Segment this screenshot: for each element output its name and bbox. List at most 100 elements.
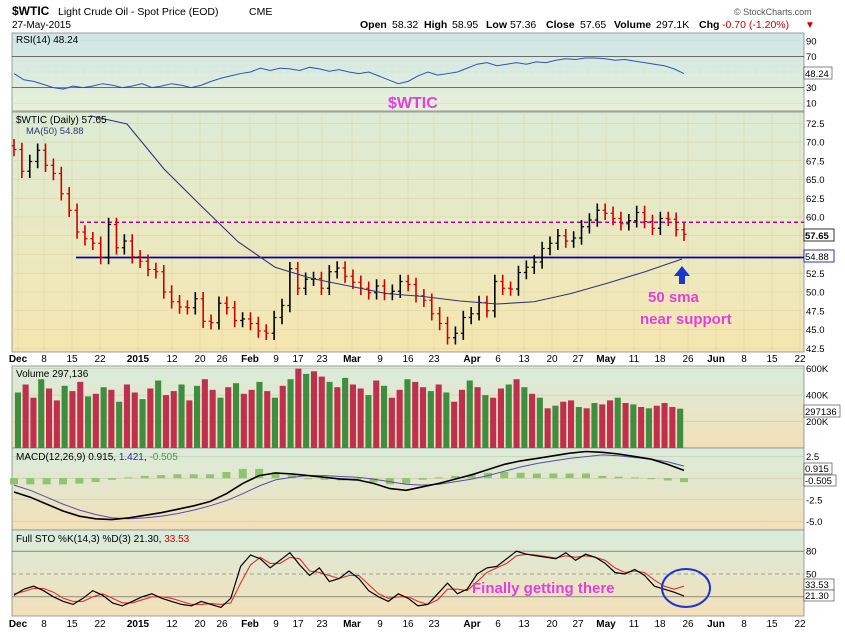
x-tick-label: 26 — [682, 354, 694, 365]
high-label: High — [424, 19, 447, 31]
x-tick-label: Jun — [707, 619, 725, 630]
x-tick-label: 18 — [654, 354, 666, 365]
volume-bar — [536, 397, 543, 448]
macd-tick-label: 2.5 — [806, 452, 819, 463]
macd-hist-bar — [206, 474, 215, 479]
x-tick-label: 27 — [572, 354, 584, 365]
x-tick-label: Jun — [707, 354, 725, 365]
price-tick-label: 70.0 — [806, 138, 825, 149]
macd-hist-bar — [631, 477, 639, 479]
x-tick-label: 12 — [166, 354, 178, 365]
rsi-tick-label: 90 — [806, 36, 817, 47]
macd-badge: 0.915 — [805, 464, 829, 475]
high-value: 58.95 — [452, 19, 478, 31]
volume-bar — [490, 397, 497, 448]
x-tick-label: Dec — [9, 354, 28, 365]
volume-bar — [591, 403, 598, 448]
price-legend: $WTIC (Daily) 57.65 — [16, 115, 107, 126]
volume-bar — [123, 384, 130, 448]
x-tick-label: 20 — [194, 354, 206, 365]
x-tick-label: 23 — [316, 619, 328, 630]
macd-hist-bar — [140, 475, 149, 479]
macd-hist-bar — [10, 478, 18, 485]
volume-bar — [474, 387, 481, 448]
x-tick-label: 9 — [273, 354, 279, 365]
volume-bar — [61, 385, 68, 448]
sto-d-value: 33.53 — [164, 534, 189, 545]
price-tick-label: 60.0 — [806, 213, 825, 224]
grid-lines — [12, 40, 804, 598]
symbol: $WTIC — [12, 4, 50, 18]
rsi-plot — [13, 57, 685, 90]
volume-bar — [599, 404, 606, 448]
x-tick-label: 2015 — [127, 619, 150, 630]
volume-bar — [225, 387, 232, 448]
ma-badge: 54.88 — [805, 252, 829, 263]
x-tick-label: 12 — [166, 619, 178, 630]
price-tick-label: 62.5 — [806, 194, 825, 205]
x-tick-label: 8 — [741, 619, 747, 630]
macd-hist-bar — [418, 478, 427, 480]
volume-tick-label: 400K — [806, 391, 829, 402]
x-tick-label: Apr — [463, 619, 480, 630]
macd-hist-bar — [26, 478, 35, 485]
macd-hist-bar — [565, 473, 574, 479]
rsi-line — [13, 57, 685, 90]
macd-hist-bar — [59, 478, 67, 485]
rsi-badge: 48.24 — [805, 69, 829, 80]
macd-hist-bar — [108, 478, 116, 480]
volume-bar — [217, 397, 224, 448]
macd-hist-bar — [287, 475, 296, 479]
volume-bar — [178, 384, 185, 448]
macd-hist-bar — [434, 477, 443, 479]
price-tick-label: 42.5 — [806, 344, 825, 355]
price-tick-label: 67.5 — [806, 156, 825, 167]
x-tick-label: 2015 — [127, 354, 150, 365]
x-tick-label: 27 — [572, 619, 584, 630]
x-tick-label: 20 — [546, 354, 558, 365]
macd-hist-bar — [124, 477, 133, 479]
x-tick-label: Apr — [463, 354, 480, 365]
close-badge: 57.65 — [805, 231, 829, 242]
macd-hist-bar — [91, 478, 100, 483]
macd-hist-bar — [173, 474, 182, 479]
value-badges: 48.24 57.65 54.88 297136 0.915 -0.505 33… — [803, 66, 841, 602]
volume-value: 297.1K — [656, 19, 689, 31]
x-tick-label: Dec — [9, 619, 28, 630]
volume-bar — [404, 379, 411, 448]
x-tick-label: 18 — [654, 619, 666, 630]
volume-label: Volume — [614, 19, 651, 31]
x-tick-label: May — [596, 354, 616, 365]
date: 27-May-2015 — [12, 20, 71, 31]
macd-hist-bar — [255, 468, 264, 479]
price-tick-label: 65.0 — [806, 175, 825, 186]
macd-panel — [11, 447, 805, 531]
volume-bar — [155, 380, 162, 448]
rsi-legend: RSI(14) 48.24 — [16, 35, 79, 46]
volume-bar — [505, 384, 512, 448]
low-label: Low — [486, 19, 508, 31]
x-tick-label: 23 — [316, 354, 328, 365]
macd-hist-bar — [582, 473, 590, 479]
x-tick-label: 8 — [41, 619, 47, 630]
volume-bar — [607, 400, 614, 448]
volume-bar — [85, 396, 92, 448]
legends: RSI(14) 48.24 $WTIC (Daily) 57.65 MA(50)… — [16, 35, 190, 545]
volume-bar — [162, 395, 169, 448]
volume-bar — [552, 405, 559, 448]
sto-tick-label: 80 — [806, 547, 817, 558]
price-tick-label: 52.5 — [806, 269, 825, 280]
rsi-tick-label: 30 — [806, 83, 817, 94]
volume-bar — [622, 403, 629, 448]
volume-legend: Volume 297,136 — [16, 369, 89, 380]
open-value: 58.32 — [392, 19, 418, 31]
volume-bar — [427, 391, 434, 448]
price-plot — [11, 115, 804, 345]
macd-line — [13, 450, 685, 521]
macd-hist-bar — [598, 475, 607, 479]
volume-bar — [630, 404, 637, 448]
sto-d-badge: 33.53 — [805, 580, 829, 591]
macd-hist-bar — [189, 474, 198, 479]
signal-value: 1.421 — [119, 452, 144, 463]
